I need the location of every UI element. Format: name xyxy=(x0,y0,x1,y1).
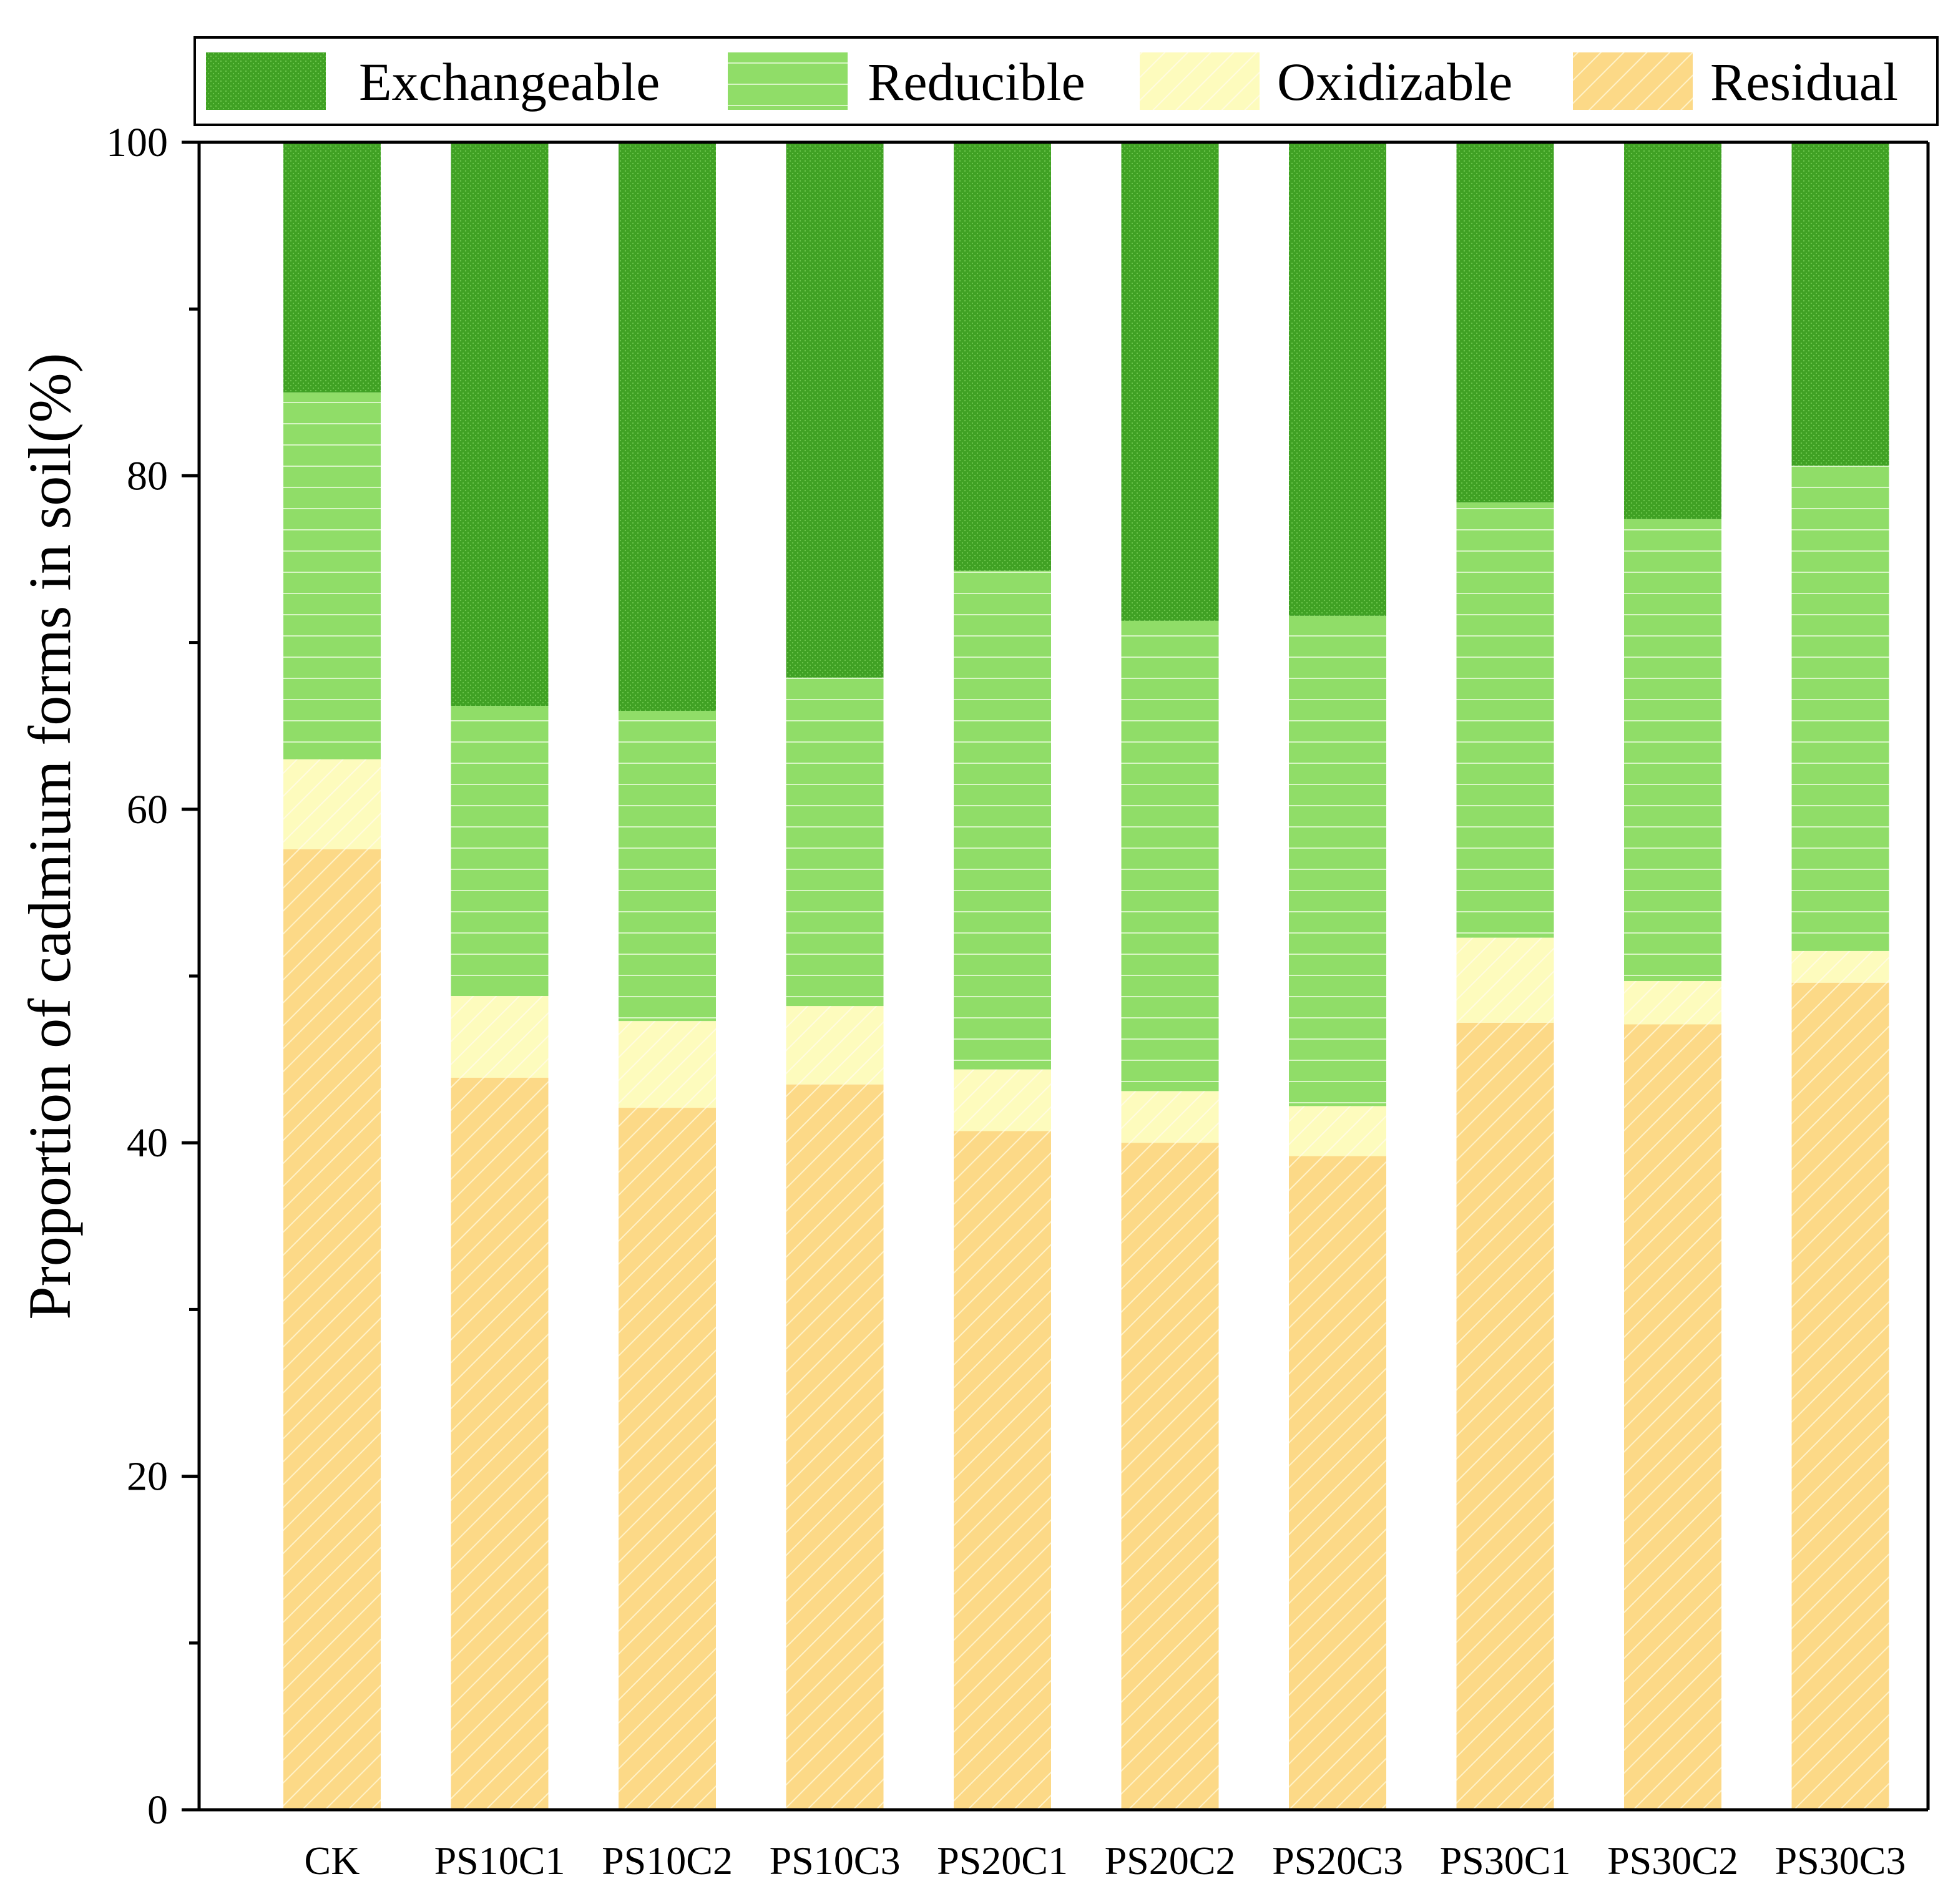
x-category-label: PS30C3 xyxy=(1775,1838,1906,1883)
bar-oxidizable-ps20c1 xyxy=(954,1069,1051,1131)
legend-label-exchangeable: Exchangeable xyxy=(359,52,660,112)
legend: Exchangeable Reducible Oxidizable Residu… xyxy=(193,36,1939,126)
bar-stack-ps30c2 xyxy=(1624,142,1721,1810)
bar-residual-ps10c3 xyxy=(786,1084,884,1810)
bar-exchangeable-ck xyxy=(283,142,381,393)
bar-exchangeable-ps30c3 xyxy=(1791,142,1889,466)
bar-oxidizable-ps20c3 xyxy=(1289,1106,1386,1156)
bar-stack-ps10c2 xyxy=(619,142,716,1810)
x-category-label: PS10C3 xyxy=(770,1838,901,1883)
bar-reducible-ps30c3 xyxy=(1791,466,1889,951)
y-tick-label: 20 xyxy=(127,1454,168,1500)
legend-swatch-reducible xyxy=(728,52,848,110)
legend-label-residual: Residual xyxy=(1710,52,1898,112)
x-category-label: PS20C2 xyxy=(1105,1838,1236,1883)
bar-exchangeable-ps10c2 xyxy=(619,142,716,711)
y-axis-ticks: 0 20 40 60 80 100 xyxy=(106,120,199,1833)
bar-oxidizable-ck xyxy=(283,759,381,849)
bar-oxidizable-ps10c3 xyxy=(786,1006,884,1085)
bars-group xyxy=(283,142,1889,1810)
x-category-label: PS30C1 xyxy=(1440,1838,1571,1883)
bar-residual-ps30c3 xyxy=(1791,982,1889,1810)
bar-residual-ps20c2 xyxy=(1121,1143,1219,1810)
y-tick-label: 60 xyxy=(127,787,168,832)
bar-exchangeable-ps30c1 xyxy=(1456,142,1554,503)
bar-exchangeable-ps10c3 xyxy=(786,142,884,678)
bar-reducible-ps20c1 xyxy=(954,570,1051,1070)
bar-exchangeable-ps20c1 xyxy=(954,142,1051,571)
x-category-label: PS10C1 xyxy=(434,1838,565,1883)
y-tick-label: 0 xyxy=(147,1787,168,1833)
bar-reducible-ck xyxy=(283,392,381,759)
bar-residual-ps20c1 xyxy=(954,1131,1051,1810)
bar-stack-ps10c3 xyxy=(786,142,884,1810)
bar-oxidizable-ps10c1 xyxy=(451,996,549,1078)
bar-reducible-ps10c3 xyxy=(786,677,884,1007)
x-category-label: PS20C1 xyxy=(937,1838,1068,1883)
x-axis-labels: CK PS10C1 PS10C2 PS10C3 PS20C1 PS20C2 PS20C3 PS… xyxy=(305,1838,1906,1883)
bar-residual-ps20c3 xyxy=(1289,1156,1386,1810)
bar-exchangeable-ps20c3 xyxy=(1289,142,1386,616)
legend-swatch-exchangeable xyxy=(206,52,326,110)
bar-stack-ps30c3 xyxy=(1791,142,1889,1810)
bar-reducible-ps30c1 xyxy=(1456,502,1554,938)
bar-oxidizable-ps20c2 xyxy=(1121,1091,1219,1143)
bar-residual-ps10c1 xyxy=(451,1077,549,1810)
bar-oxidizable-ps30c1 xyxy=(1456,937,1554,1023)
bar-stack-ps30c1 xyxy=(1456,142,1554,1810)
x-category-label: PS30C2 xyxy=(1607,1838,1738,1883)
bar-reducible-ps20c3 xyxy=(1289,615,1386,1106)
bar-reducible-ps10c1 xyxy=(451,706,549,997)
bar-oxidizable-ps30c3 xyxy=(1791,950,1889,983)
legend-swatch-residual xyxy=(1573,52,1693,110)
bar-oxidizable-ps10c2 xyxy=(619,1021,716,1108)
bar-oxidizable-ps30c2 xyxy=(1624,981,1721,1025)
x-category-label: CK xyxy=(305,1838,360,1883)
x-category-label: PS20C3 xyxy=(1272,1838,1403,1883)
bar-residual-ps30c2 xyxy=(1624,1024,1721,1810)
y-axis-title: Proportion of cadmium forms in soil(%) xyxy=(16,353,83,1319)
bar-residual-ps10c2 xyxy=(619,1108,716,1810)
bar-stack-ps20c1 xyxy=(954,142,1051,1810)
bar-exchangeable-ps20c2 xyxy=(1121,142,1219,621)
bar-reducible-ps30c2 xyxy=(1624,519,1721,982)
legend-label-oxidizable: Oxidizable xyxy=(1277,52,1512,112)
y-tick-label: 80 xyxy=(127,453,168,499)
legend-label-reducible: Reducible xyxy=(868,52,1085,112)
bar-reducible-ps10c2 xyxy=(619,711,716,1022)
bar-stack-ps20c3 xyxy=(1289,142,1386,1810)
bar-stack-ps10c1 xyxy=(451,142,549,1810)
x-category-label: PS10C2 xyxy=(602,1838,733,1883)
y-tick-label: 40 xyxy=(127,1120,168,1166)
bar-reducible-ps20c2 xyxy=(1121,620,1219,1091)
bar-exchangeable-ps30c2 xyxy=(1624,142,1721,519)
bar-residual-ck xyxy=(283,849,381,1810)
bar-exchangeable-ps10c1 xyxy=(451,142,549,706)
bar-stack-ps20c2 xyxy=(1121,142,1219,1810)
bar-stack-ck xyxy=(283,142,381,1810)
bar-residual-ps30c1 xyxy=(1456,1022,1554,1810)
legend-swatch-oxidizable xyxy=(1140,52,1260,110)
y-tick-label: 100 xyxy=(106,120,168,165)
